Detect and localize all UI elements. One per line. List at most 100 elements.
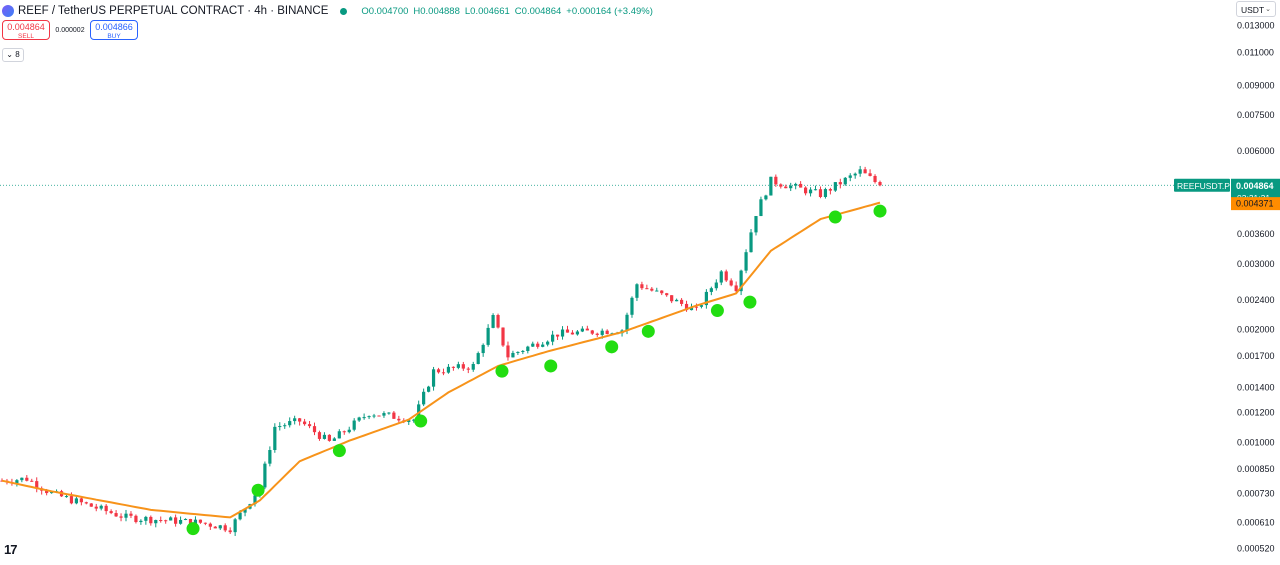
candle-body [699, 305, 704, 307]
market-status-icon [340, 7, 348, 15]
candle-body [873, 175, 877, 183]
signal-dot [495, 364, 509, 378]
candle-body [704, 291, 708, 306]
candle-body [506, 345, 510, 358]
sell-button[interactable]: 0.004864 SELL [2, 20, 50, 40]
candle-body [35, 481, 39, 489]
ohlc-low: L0.004661 [464, 5, 510, 17]
candle-body [144, 516, 148, 521]
price-axis-tick: 0.001700 [1237, 351, 1275, 361]
candle-body [466, 368, 470, 370]
candle-body [471, 363, 475, 370]
candle-body [387, 412, 391, 414]
candle-body [169, 517, 173, 521]
candle-body [526, 346, 530, 351]
candle-body [213, 526, 217, 529]
candle-body [392, 412, 396, 419]
candle-body [367, 416, 371, 418]
candle-body [580, 328, 584, 332]
currency-select[interactable]: USDT ⌄ [1236, 1, 1276, 17]
sell-price: 0.004864 [7, 22, 45, 32]
candle-body [694, 306, 699, 308]
price-axis-tick: 0.009000 [1237, 80, 1275, 90]
currency-value: USDT [1241, 5, 1265, 15]
candle-body [129, 513, 133, 516]
candle-body [660, 290, 664, 294]
candle-body [436, 369, 441, 373]
price-axis-tick: 0.013000 [1237, 20, 1275, 30]
signal-dot [605, 340, 619, 354]
candle-body [283, 425, 287, 427]
chart-header: REEF / TetherUS PERPETUAL CONTRACT · 4h … [2, 2, 658, 20]
ohlc-high: H0.004888 [413, 5, 460, 17]
candle-body [178, 519, 183, 524]
indicators-toggle[interactable]: ⌄ 8 [2, 48, 24, 62]
candle-body [337, 431, 341, 439]
candle-body [273, 426, 277, 451]
ohlc-close: C0.004864 [514, 5, 562, 17]
candle-body [25, 477, 29, 481]
candle-body [412, 419, 416, 421]
candle-body [362, 417, 366, 419]
signal-dot [828, 210, 842, 224]
candle-body [422, 391, 426, 405]
candle-body [79, 498, 83, 503]
candle-body [45, 490, 49, 494]
candle-body [50, 492, 54, 494]
candle-body [546, 341, 550, 345]
candle-body [233, 519, 237, 533]
sell-label: SELL [18, 33, 34, 40]
candle-body [407, 420, 411, 422]
symbol-logo-icon [2, 5, 14, 17]
price-axis[interactable]: 0.013000 0.011000 0.009000 0.007500 0.006000… [1237, 20, 1275, 553]
candle-body [124, 513, 128, 518]
candle-body [30, 480, 34, 482]
buy-button[interactable]: 0.004866 BUY [90, 20, 138, 40]
price-axis-tick: 0.011000 [1237, 48, 1274, 58]
ma-value-text: 0.004371 [1236, 199, 1274, 209]
candle-body [218, 525, 222, 529]
candle-body [461, 364, 465, 369]
signal-dot [743, 295, 757, 309]
candle-body [208, 523, 212, 527]
candle-body [565, 329, 570, 333]
candle-body [491, 315, 495, 328]
chevron-down-icon: ⌄ [6, 50, 13, 59]
candle-body [729, 280, 733, 286]
candle-body [263, 463, 267, 488]
candle-body [441, 372, 446, 374]
candle-body [684, 303, 689, 311]
candle-body [665, 293, 669, 296]
candle-body [818, 189, 823, 197]
signal-dot [544, 359, 558, 373]
price-axis-tick: 0.007500 [1237, 110, 1275, 120]
candle-body [655, 290, 659, 292]
candle-body [868, 173, 872, 176]
candle-body [382, 413, 386, 416]
candle-body [794, 183, 798, 186]
symbol-title[interactable]: REEF / TetherUS PERPETUAL CONTRACT · 4h … [18, 5, 329, 17]
candle-body [317, 432, 322, 439]
candle-body [585, 328, 589, 331]
candle-body [749, 232, 753, 253]
candle-body [536, 343, 540, 347]
ohlc-change: +0.000164 (+3.49%) [566, 5, 653, 17]
candle-body [635, 284, 639, 298]
signal-markers [186, 204, 887, 536]
candle-body [511, 352, 515, 358]
candle-body [739, 270, 743, 292]
signal-dot [641, 324, 655, 338]
signal-dot [332, 444, 346, 458]
candle-body [20, 477, 24, 481]
candle-body [74, 498, 79, 504]
symbol-badge [1174, 178, 1230, 192]
candle-body [15, 480, 19, 484]
candle-body [744, 252, 748, 271]
tradingview-logo-icon[interactable]: 17 [4, 542, 18, 557]
candle-body [808, 189, 813, 194]
candle-body [159, 520, 163, 522]
candle-body [114, 513, 118, 517]
candle-body [675, 299, 679, 302]
candle-body [863, 169, 867, 174]
